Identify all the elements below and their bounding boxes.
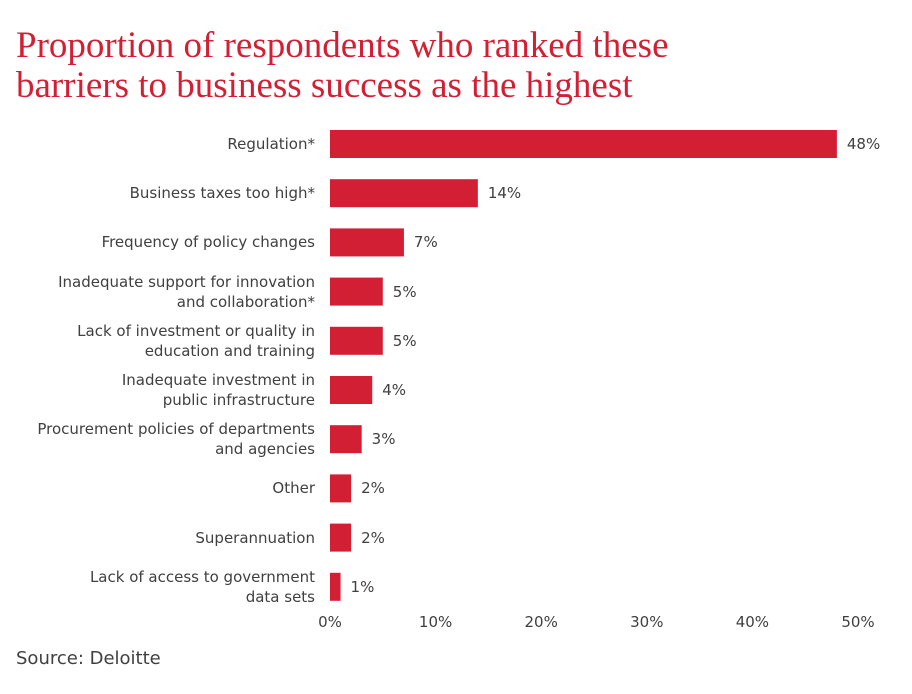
category-label: Lack of investment or quality in educati… [77, 321, 315, 360]
category-label: Inadequate investment in public infrastr… [121, 371, 315, 409]
value-label: 2% [361, 479, 385, 498]
x-tick-label: 0% [318, 613, 342, 631]
bar [330, 523, 352, 552]
category-label: Procurement policies of departments and … [37, 420, 315, 459]
bar [330, 425, 362, 454]
category-label: Lack of access to government data sets [89, 567, 315, 606]
value-label: 5% [392, 282, 417, 301]
value-label: 7% [413, 233, 438, 252]
value-label: 14% [487, 184, 522, 203]
bar [330, 326, 383, 355]
x-tick-label: 10% [418, 613, 453, 631]
category-label: Regulation* [227, 135, 315, 153]
bar [330, 277, 383, 306]
value-label: 3% [371, 430, 396, 449]
bar [330, 572, 341, 601]
x-tick-label: 30% [630, 613, 664, 631]
x-tick-label: 40% [735, 613, 770, 631]
category-label: Other [272, 479, 315, 498]
value-label: 4% [382, 381, 407, 399]
value-label: 2% [361, 528, 385, 547]
value-label: 48% [846, 135, 881, 153]
category-label: Frequency of policy changes [101, 233, 315, 252]
bar [330, 179, 478, 208]
category-label: Superannuation [195, 528, 315, 547]
bar [330, 130, 837, 158]
value-label: 1% [350, 577, 375, 596]
category-label: Business taxes too high* [129, 184, 315, 203]
bar [330, 474, 352, 503]
x-tick-label: 20% [524, 613, 558, 631]
source: Source: Deloitte [16, 648, 161, 669]
bar [330, 228, 404, 257]
x-tick-label: 50% [841, 613, 875, 631]
value-label: 5% [392, 331, 417, 350]
category-label: Inadequate support for innovation and co… [58, 272, 315, 311]
chart-title: Proportion of respondents who ranked the… [16, 25, 669, 106]
bar [330, 376, 373, 404]
